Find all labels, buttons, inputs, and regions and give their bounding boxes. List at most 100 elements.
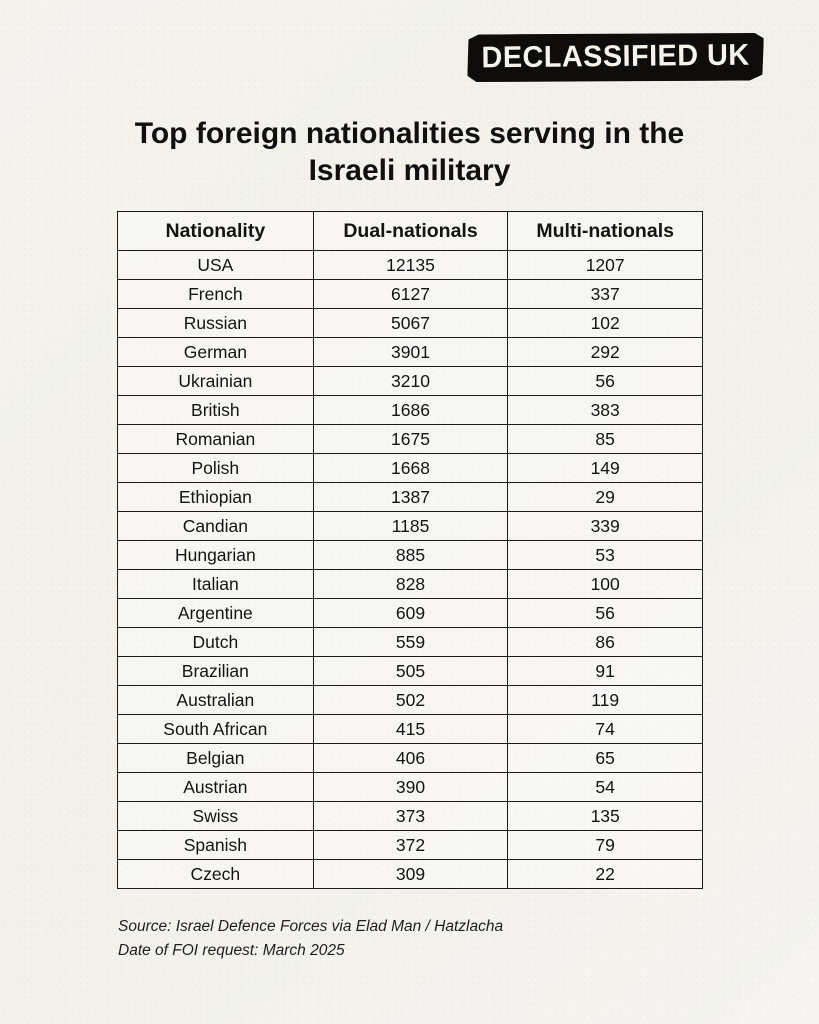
table-cell: 390: [312, 772, 509, 803]
table-cell: 415: [312, 714, 509, 745]
table-row: Australian 502 119: [117, 685, 703, 716]
table-cell: 885: [312, 540, 509, 571]
table-row: Hungarian 885 53: [117, 540, 703, 571]
table-cell: 337: [507, 279, 703, 310]
table-cell: 828: [312, 569, 509, 600]
table-cell: 383: [507, 395, 703, 426]
table-cell: 135: [507, 801, 703, 832]
table-cell: 102: [507, 308, 703, 339]
table-cell: 559: [312, 627, 509, 658]
table-row: Candian 1185 339: [117, 511, 703, 542]
table-cell: 6127: [312, 279, 509, 310]
table-cell: Ukrainian: [117, 366, 314, 397]
table-cell: French: [117, 279, 314, 310]
table-cell: Ethiopian: [117, 482, 314, 513]
table-row: Swiss 373 135: [117, 801, 703, 832]
table-row: Polish 1668 149: [117, 453, 703, 484]
table-cell: 1675: [312, 424, 509, 455]
table-cell: 309: [312, 859, 509, 890]
table-cell: Czech: [117, 859, 314, 890]
table-cell: Italian: [117, 569, 314, 600]
table-cell: Polish: [117, 453, 314, 484]
table-cell: Hungarian: [117, 540, 314, 571]
table-cell: Argentine: [117, 598, 314, 629]
table-cell: Swiss: [117, 801, 314, 832]
table-row: Ukrainian 3210 56: [117, 366, 703, 397]
table-cell: 79: [507, 830, 703, 861]
table-row: Romanian 1675 85: [117, 424, 703, 455]
table-cell: 149: [507, 453, 703, 484]
table-row: Czech 309 22: [117, 859, 703, 890]
table-cell: 3210: [312, 366, 509, 397]
table-cell: Australian: [117, 685, 314, 716]
table-cell: Romanian: [117, 424, 314, 455]
footer-notes: Source: Israel Defence Forces via Elad M…: [118, 915, 819, 963]
column-header: Nationality: [117, 211, 314, 252]
table-row: Argentine 609 56: [117, 598, 703, 629]
table-cell: 12135: [312, 250, 509, 281]
table-row: South African 415 74: [117, 714, 703, 745]
table-cell: 1185: [312, 511, 509, 542]
table-cell: 609: [312, 598, 509, 629]
table-cell: Brazilian: [117, 656, 314, 687]
table-row: Italian 828 100: [117, 569, 703, 600]
table-cell: 119: [507, 685, 703, 716]
table-cell: Russian: [117, 308, 314, 339]
table-row: USA 12135 1207: [117, 250, 703, 281]
table-cell: 1668: [312, 453, 509, 484]
table-cell: 406: [312, 743, 509, 774]
table-cell: USA: [117, 250, 314, 281]
table-cell: 91: [507, 656, 703, 687]
table-row: Russian 5067 102: [117, 308, 703, 339]
declassified-uk-logo: DECLASSIFIED UK: [467, 31, 764, 83]
table-cell: 65: [507, 743, 703, 774]
table-cell: 505: [312, 656, 509, 687]
table-cell: Spanish: [117, 830, 314, 861]
table-cell: 3901: [312, 337, 509, 368]
table-cell: Belgian: [117, 743, 314, 774]
table-cell: 502: [312, 685, 509, 716]
table-cell: 22: [507, 859, 703, 890]
table-cell: 292: [507, 337, 703, 368]
table-header: Nationality Dual-nationals Multi-nationals: [117, 211, 703, 252]
table-row: Austrian 390 54: [117, 772, 703, 803]
table-cell: 53: [507, 540, 703, 571]
table-cell: Candian: [117, 511, 314, 542]
table-cell: 86: [507, 627, 703, 658]
table-cell: 74: [507, 714, 703, 745]
table-cell: Dutch: [117, 627, 314, 658]
table-header-row: Nationality Dual-nationals Multi-nationals: [117, 211, 703, 252]
table-body: USA 12135 1207 French 6127 337 Russian 5067 102 G…: [117, 250, 703, 890]
table-cell: 56: [507, 366, 703, 397]
table-cell: 5067: [312, 308, 509, 339]
table-row: British 1686 383: [117, 395, 703, 426]
table-cell: 1387: [312, 482, 509, 513]
table-cell: South African: [117, 714, 314, 745]
table-cell: British: [117, 395, 314, 426]
table-cell: 29: [507, 482, 703, 513]
table-cell: 373: [312, 801, 509, 832]
table-row: German 3901 292: [117, 337, 703, 368]
table-cell: 372: [312, 830, 509, 861]
column-header: Dual-nationals: [312, 211, 509, 252]
table-cell: Austrian: [117, 772, 314, 803]
table-cell: 85: [507, 424, 703, 455]
table-cell: 54: [507, 772, 703, 803]
source-note: Source: Israel Defence Forces via Elad M…: [118, 918, 504, 936]
table-row: Brazilian 505 91: [117, 656, 703, 687]
table-cell: 1686: [312, 395, 509, 426]
nationalities-table: Nationality Dual-nationals Multi-nationals…: [117, 211, 703, 890]
table-cell: 56: [507, 598, 703, 629]
table-cell: 1207: [507, 250, 703, 281]
table-row: French 6127 337: [117, 279, 703, 310]
table-cell: 339: [507, 511, 703, 542]
table-row: Spanish 372 79: [117, 830, 703, 861]
table-row: Dutch 559 86: [117, 627, 703, 658]
chart-title: Top foreign nationalities serving in the…: [134, 117, 685, 187]
table-row: Belgian 406 65: [117, 743, 703, 774]
table-cell: 100: [507, 569, 703, 600]
column-header: Multi-nationals: [507, 211, 703, 252]
table-cell: German: [117, 337, 314, 368]
foi-date-note: Date of FOI request: March 2025: [118, 942, 345, 960]
